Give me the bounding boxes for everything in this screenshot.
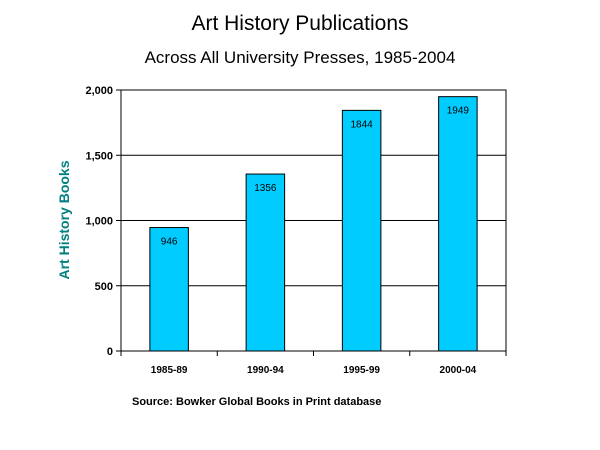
y-tick-label: 1,000 [85,216,113,228]
y-tick-label: 2,000 [85,85,113,97]
x-tick-label: 1995-99 [343,365,380,376]
bar [245,173,286,352]
bar [341,109,382,352]
data-label: 1356 [254,183,277,194]
data-label: 946 [161,237,178,248]
data-label: 1844 [351,119,374,130]
x-tick-label: 1985-89 [151,365,188,376]
x-tick-label: 2000-04 [440,365,477,376]
data-label: 1949 [447,106,470,117]
y-tick-label: 1,500 [85,150,113,162]
bar [149,227,189,352]
y-tick-label: 0 [107,346,113,358]
chart-title: Art History Publications [191,12,409,35]
source-note: Source: Bowker Global Books in Print dat… [132,396,382,408]
y-tick-label: 500 [95,281,113,293]
x-tick-label: 1990-94 [247,365,284,376]
chart-subtitle: Across All University Presses, 1985-2004 [144,48,456,67]
bar [438,96,478,352]
